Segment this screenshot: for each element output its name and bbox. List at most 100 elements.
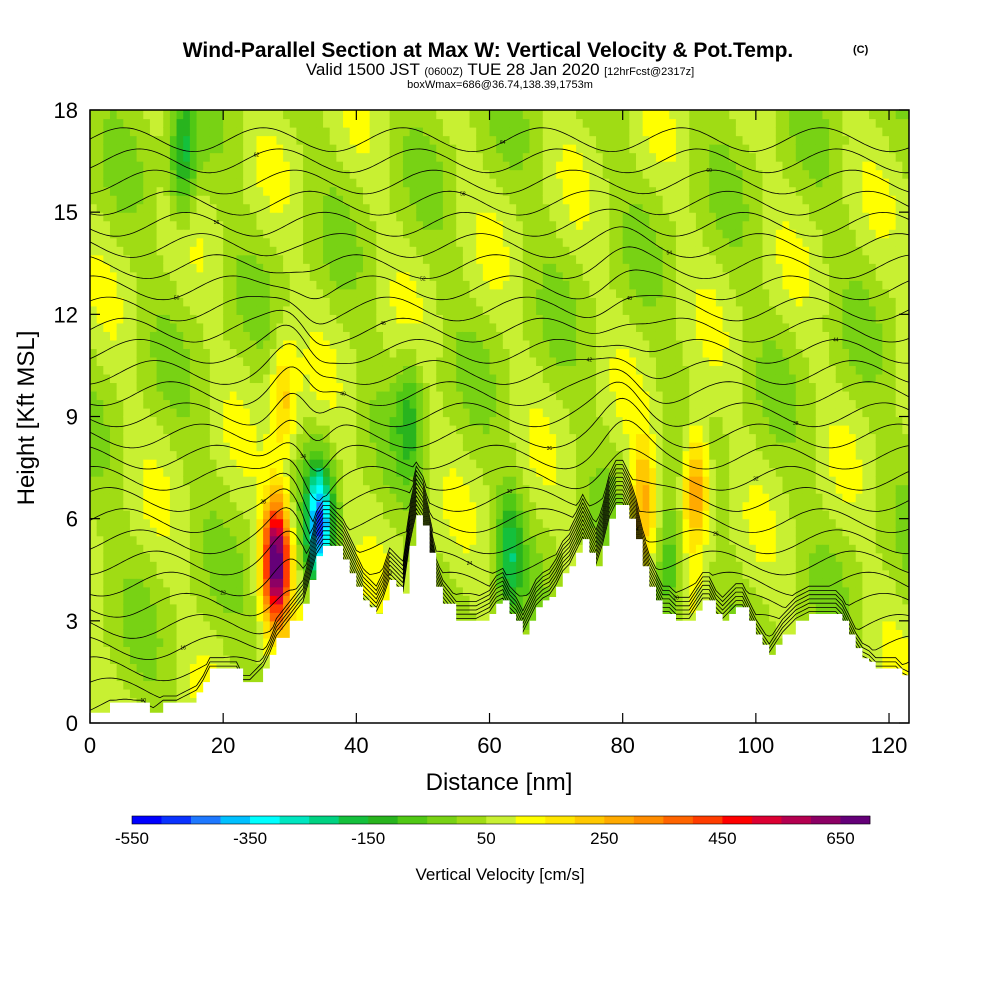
velocity-cell [156, 135, 164, 145]
velocity-cell [263, 612, 271, 622]
velocity-cell [183, 305, 191, 315]
velocity-cell [323, 390, 331, 401]
velocity-cell [103, 288, 111, 298]
velocity-cell [196, 425, 204, 435]
velocity-cell [289, 110, 298, 120]
velocity-cell [343, 425, 351, 435]
velocity-cell [536, 390, 544, 401]
velocity-cell [329, 365, 337, 375]
velocity-cell [502, 220, 511, 230]
velocity-cell [476, 178, 484, 188]
velocity-cell [109, 467, 118, 477]
velocity-cell [336, 476, 344, 486]
velocity-cell [356, 399, 364, 409]
velocity-cell [416, 271, 424, 281]
velocity-cell [209, 595, 218, 605]
velocity-cell [303, 356, 311, 367]
velocity-cell [129, 263, 138, 273]
velocity-cell [249, 654, 258, 664]
velocity-cell [329, 459, 337, 469]
velocity-cell [283, 518, 291, 528]
velocity-cell [542, 425, 551, 435]
velocity-cell [236, 467, 244, 477]
velocity-cell [542, 110, 551, 120]
velocity-cell [476, 254, 484, 264]
velocity-cell [476, 442, 484, 452]
velocity-cell [449, 407, 457, 418]
velocity-cell [263, 331, 271, 341]
velocity-cell [323, 484, 331, 494]
velocity-cell [442, 561, 451, 571]
velocity-cell [143, 331, 151, 341]
velocity-cell [429, 212, 437, 222]
velocity-cell [542, 212, 551, 222]
velocity-cell [263, 518, 271, 528]
velocity-cell [143, 280, 151, 290]
velocity-cell [363, 510, 371, 520]
velocity-cell [356, 246, 364, 256]
velocity-cell [343, 399, 351, 409]
velocity-cell [156, 186, 164, 196]
velocity-cell [223, 229, 231, 239]
velocity-cell [502, 433, 511, 443]
velocity-cell [283, 144, 291, 154]
velocity-cell [116, 280, 124, 290]
velocity-cell [482, 169, 491, 179]
velocity-cell [522, 586, 531, 596]
velocity-cell [196, 390, 204, 401]
velocity-cell [189, 220, 198, 230]
velocity-cell [249, 144, 258, 154]
velocity-cell [123, 680, 131, 690]
velocity-cell [243, 569, 251, 579]
velocity-cell [256, 195, 264, 205]
velocity-cell [316, 195, 324, 205]
velocity-cell [156, 373, 164, 384]
velocity-cell [156, 212, 164, 222]
velocity-cell [236, 493, 244, 503]
velocity-cell [409, 169, 417, 179]
velocity-cell [183, 399, 191, 409]
velocity-cell [203, 356, 211, 367]
velocity-cell [389, 459, 397, 469]
velocity-cell [522, 288, 531, 298]
velocity-cell [236, 280, 244, 290]
velocity-cell [396, 127, 404, 137]
velocity-cell [103, 339, 111, 349]
velocity-cell [183, 110, 191, 120]
velocity-cell [462, 382, 471, 392]
velocity-cell [256, 663, 264, 673]
velocity-cell [416, 161, 424, 171]
velocity-cell [203, 569, 211, 579]
velocity-cell [169, 331, 178, 341]
velocity-cell [316, 212, 324, 222]
velocity-cell [103, 646, 111, 656]
velocity-cell [156, 416, 164, 426]
velocity-cell [223, 646, 231, 656]
velocity-cell [289, 152, 298, 162]
velocity-cell [116, 459, 124, 469]
velocity-cell [149, 646, 158, 656]
velocity-cell [303, 271, 311, 281]
velocity-cell [436, 501, 444, 511]
velocity-cell [356, 195, 364, 205]
velocity-cell [163, 246, 171, 256]
velocity-cell [509, 331, 517, 341]
velocity-cell [289, 280, 298, 290]
velocity-cell [189, 407, 198, 418]
velocity-cell [116, 450, 124, 460]
velocity-cell [116, 620, 124, 630]
velocity-cell [309, 459, 317, 469]
velocity-cell [529, 118, 537, 128]
velocity-cell [449, 569, 457, 579]
velocity-cell [256, 552, 264, 562]
velocity-cell [90, 331, 98, 341]
velocity-cell [183, 271, 191, 281]
velocity-cell [256, 407, 264, 418]
velocity-cell [343, 416, 351, 426]
velocity-cell [529, 433, 537, 443]
velocity-cell [449, 229, 457, 239]
velocity-cell [169, 629, 178, 639]
velocity-cell [536, 586, 544, 596]
velocity-cell [256, 212, 264, 222]
velocity-cell [496, 442, 504, 452]
